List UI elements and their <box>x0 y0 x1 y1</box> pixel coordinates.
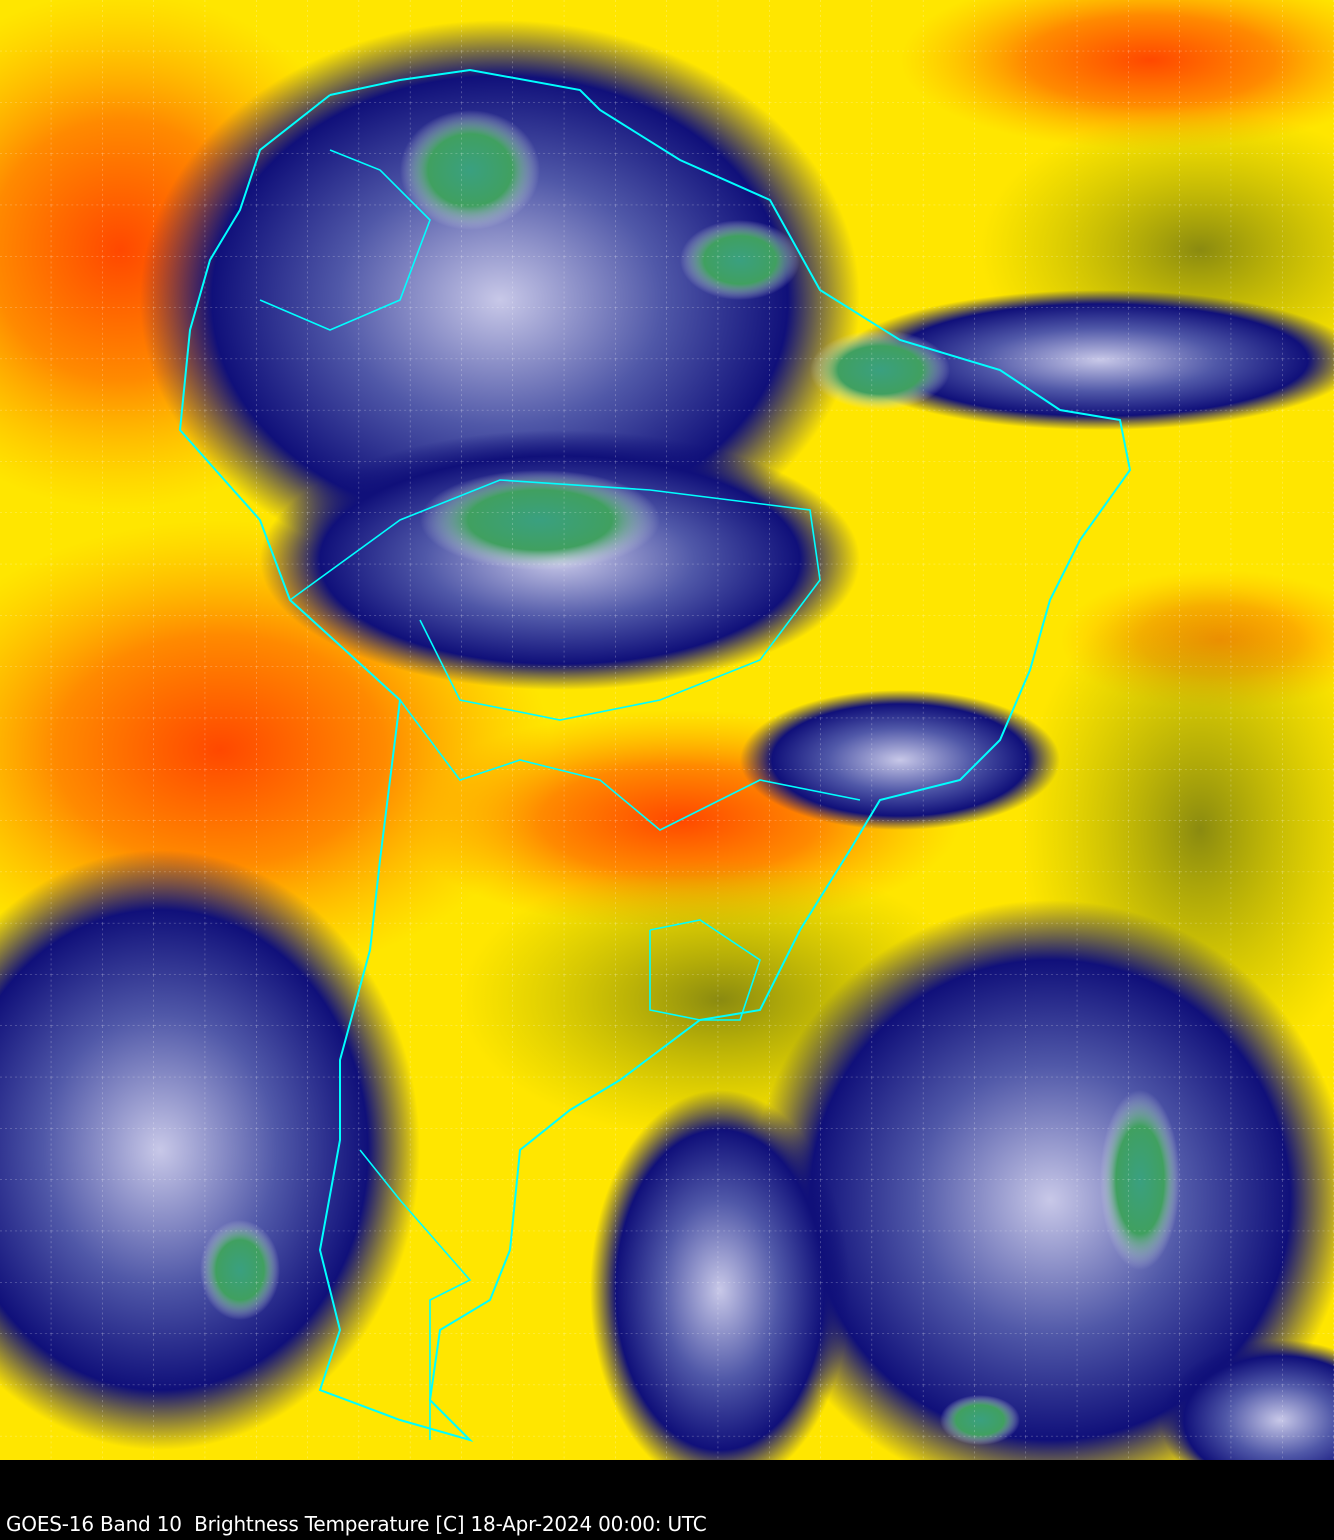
country-border <box>359 1149 472 1440</box>
satellite-image <box>0 0 1334 1460</box>
country-border <box>399 699 861 831</box>
lat-lon-grid <box>0 0 1334 1460</box>
country-border <box>289 479 821 721</box>
country-border <box>649 919 761 1021</box>
country-border <box>259 149 431 331</box>
image-caption: GOES-16 Band 10 Brightness Temperature [… <box>6 1512 707 1536</box>
continent-outline <box>178 68 1132 1443</box>
